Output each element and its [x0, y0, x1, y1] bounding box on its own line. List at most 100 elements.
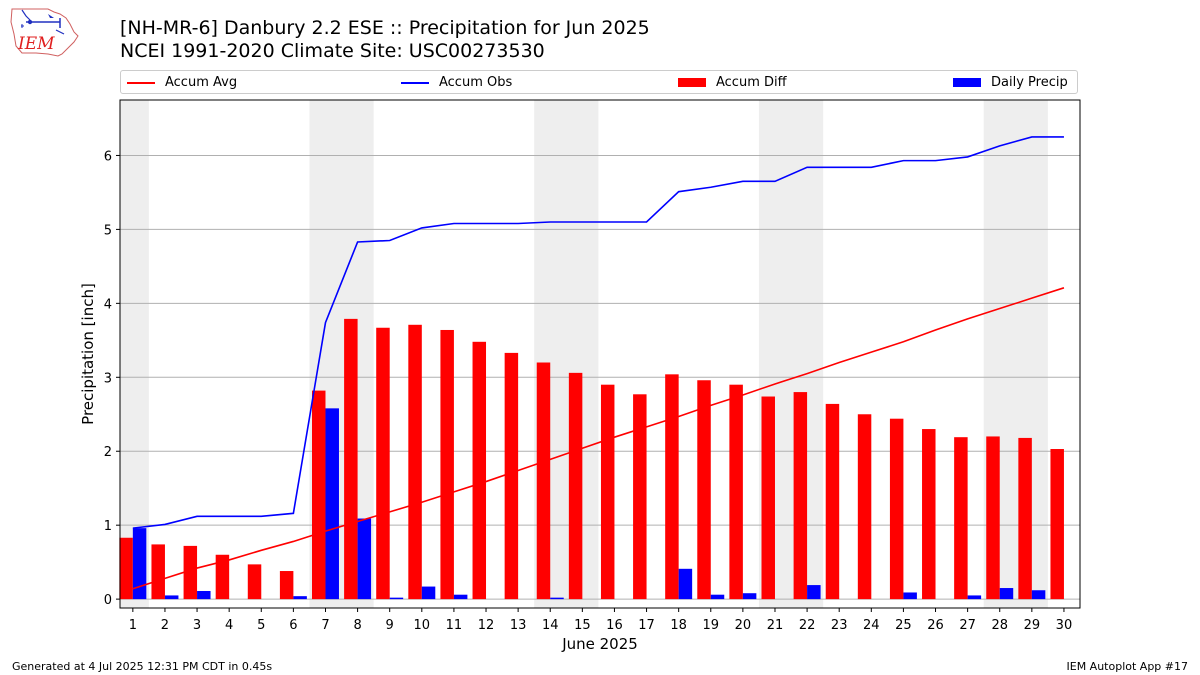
x-tick-label: 23 [831, 618, 848, 633]
logo-text: IEM [17, 34, 55, 54]
accum-diff-bar [825, 403, 840, 600]
accum-diff-bar [665, 374, 679, 600]
x-tick-label: 1 [129, 618, 137, 633]
x-tick-label: 9 [386, 618, 394, 633]
x-tick-label: 26 [927, 618, 944, 633]
accum-diff-bar [279, 571, 294, 600]
daily-precip-bar [293, 596, 307, 600]
accum-diff-bar [376, 327, 390, 600]
daily-precip-bar [967, 595, 982, 600]
accum-diff-bar [922, 429, 936, 600]
x-tick-label: 11 [446, 618, 463, 633]
x-tick-label: 4 [225, 618, 233, 633]
legend-item-accum-avg: Accum Avg [127, 74, 237, 92]
x-tick-label: 27 [959, 618, 976, 633]
y-tick-label: 0 [104, 593, 112, 608]
x-tick-label: 24 [863, 618, 880, 633]
daily-precip-bar [999, 588, 1014, 600]
legend-swatch-accum-avg [127, 81, 155, 84]
x-axis-label: June 2025 [561, 635, 638, 653]
x-tick-label: 19 [702, 618, 719, 633]
accum-diff-bar [151, 544, 165, 600]
legend-swatch-daily-precip [953, 78, 981, 87]
weekend-shading [120, 100, 1048, 608]
daily-precip-bar [742, 593, 757, 600]
daily-precip-bar [1031, 590, 1046, 600]
legend-item-accum-diff: Accum Diff [678, 74, 787, 92]
daily-precip-bar [710, 594, 725, 600]
accum-diff-bar [600, 384, 615, 600]
x-tick-label: 8 [353, 618, 361, 633]
y-tick-label: 4 [104, 297, 112, 312]
daily-precip-bar [389, 597, 404, 600]
x-tick-label: 10 [414, 618, 431, 633]
accum-diff-bar [472, 341, 487, 600]
accum-diff-bar [633, 394, 647, 600]
y-axis-label: Precipitation [inch] [79, 283, 97, 425]
accum-avg-line [132, 287, 1065, 590]
accum-diff-bar [568, 372, 583, 600]
accum-diff-bar [344, 318, 358, 600]
legend-swatch-accum-obs [401, 81, 429, 84]
x-tick-label: 14 [542, 618, 559, 633]
iem-logo: IEM [10, 8, 79, 57]
accum-diff-bar [697, 380, 711, 600]
x-tick-label: 20 [735, 618, 752, 633]
chart-subtitle: NCEI 1991-2020 Climate Site: USC00273530 [120, 40, 545, 62]
accum-obs-line [132, 136, 1064, 529]
accum-diff-bar [986, 436, 1000, 600]
lines [132, 136, 1065, 590]
gridlines [120, 154, 1080, 600]
accum-diff-bar [247, 564, 262, 600]
x-tick-label: 28 [991, 618, 1008, 633]
legend-label-daily-precip: Daily Precip [991, 75, 1068, 90]
accum-diff-bar [793, 392, 808, 600]
accum-diff-bar [857, 414, 872, 600]
x-tick-label: 25 [895, 618, 912, 633]
plot-frame [119, 99, 1081, 609]
daily-precip-bar [807, 585, 821, 600]
accum-diff-bar [440, 329, 454, 600]
x-tick-label: 22 [799, 618, 816, 633]
x-tick-label: 17 [638, 618, 655, 633]
x-tick-label: 21 [767, 618, 784, 633]
legend-label-accum-diff: Accum Diff [716, 75, 787, 90]
chart-title: [NH-MR-6] Danbury 2.2 ESE :: Precipitati… [120, 17, 650, 39]
x-tick-label: 6 [289, 618, 297, 633]
accum-diff-bar [1050, 449, 1064, 600]
x-tick-label: 12 [478, 618, 495, 633]
x-tick-label: 29 [1024, 618, 1041, 633]
legend-label-accum-obs: Accum Obs [439, 75, 513, 90]
daily-precip-bar [197, 590, 211, 600]
y-tick-label: 6 [104, 149, 112, 164]
x-tick-label: 13 [510, 618, 527, 633]
x-tick-label: 16 [606, 618, 623, 633]
daily-precip-bar [164, 595, 179, 600]
weekend-band [120, 100, 149, 608]
x-tick-label: 5 [257, 618, 265, 633]
accum-diff-bar [1018, 437, 1032, 600]
x-tick-label: 15 [574, 618, 591, 633]
daily-precip-bar [421, 586, 436, 600]
accum-diff-bar [408, 324, 422, 600]
daily-precip-bar [453, 594, 468, 600]
daily-precip-bar [325, 408, 339, 600]
generated-footer: Generated at 4 Jul 2025 12:31 PM CDT in … [12, 660, 273, 673]
daily-precip-bar [678, 568, 693, 600]
chart-legend: Accum Avg Accum Obs Accum Diff Daily Pre… [120, 70, 1078, 94]
daily-precip-bar [550, 597, 564, 600]
accum-diff-bar [183, 545, 198, 600]
legend-swatch-accum-diff [678, 78, 706, 87]
daily-precip-bar [903, 592, 917, 600]
x-tick-label: 7 [321, 618, 329, 633]
daily-precip-bar [357, 518, 372, 600]
accum-diff-bar [954, 437, 968, 600]
x-tick-label: 3 [193, 618, 201, 633]
legend-item-accum-obs: Accum Obs [401, 74, 512, 92]
accum-diff-bar [119, 537, 133, 600]
accum-diff-bar [729, 384, 743, 600]
bars [119, 318, 1064, 600]
accum-diff-bar [312, 390, 326, 600]
